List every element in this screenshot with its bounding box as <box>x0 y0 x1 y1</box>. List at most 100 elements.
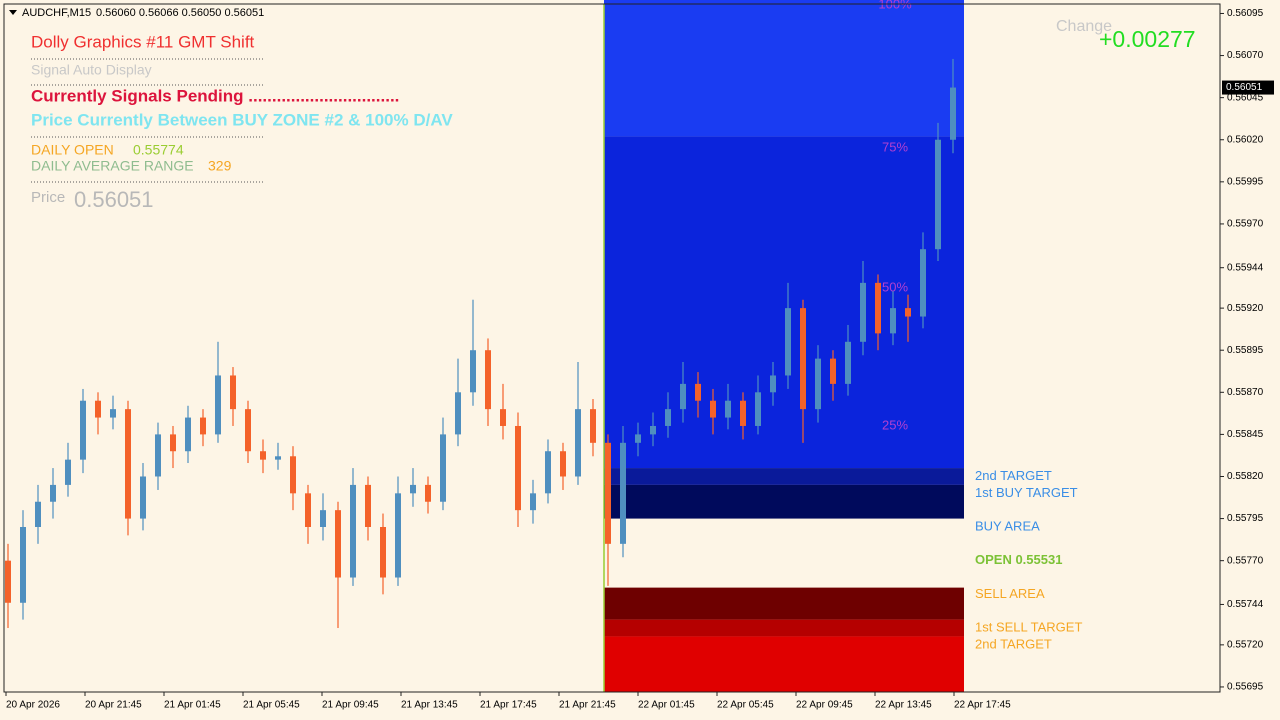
x-tick-label: 20 Apr 21:45 <box>85 700 142 711</box>
candle-body <box>65 459 71 485</box>
price-value: 0.56051 <box>74 187 154 212</box>
candle-body <box>950 87 956 140</box>
zone <box>604 587 964 620</box>
candle-body <box>455 392 461 435</box>
candle-body <box>185 417 191 452</box>
candle-body <box>335 510 341 578</box>
x-tick-label: 21 Apr 01:45 <box>164 700 221 711</box>
symbol: AUDCHF,M15 <box>22 7 91 19</box>
candle-body <box>500 409 506 426</box>
candle-body <box>95 400 101 418</box>
candle-body <box>755 392 761 426</box>
candle-body <box>785 308 791 376</box>
change-label: Change <box>1056 18 1112 35</box>
candle-body <box>110 409 116 418</box>
x-tick-label: 21 Apr 17:45 <box>480 700 537 711</box>
zone-label: SELL AREA <box>975 586 1045 601</box>
y-tick-label: 0.56020 <box>1227 134 1264 145</box>
zone-label: 2nd TARGET <box>975 468 1052 483</box>
dar-label: DAILY AVERAGE RANGE <box>31 158 194 174</box>
zone <box>604 136 964 469</box>
y-tick-label: 0.55744 <box>1227 599 1264 610</box>
candle-body <box>800 308 806 410</box>
candle-body <box>620 442 626 544</box>
chart-frame <box>3 3 1221 693</box>
candle-body <box>770 375 776 393</box>
panel-subtitle: Signal Auto Display <box>31 62 152 78</box>
plot-layer: 100% 75% 50% 25% <box>5 0 964 692</box>
candle-body <box>50 484 56 502</box>
y-tick-label: 0.55995 <box>1227 176 1264 187</box>
candle-body <box>155 434 161 477</box>
candle-body <box>245 409 251 452</box>
candle-body <box>395 493 401 578</box>
candle-body <box>635 434 641 443</box>
candle-body <box>920 249 926 317</box>
candle-body <box>485 350 491 410</box>
x-tick-label: 22 Apr 09:45 <box>796 700 853 711</box>
x-tick-label: 21 Apr 05:45 <box>243 700 300 711</box>
candle-body <box>470 350 476 393</box>
candle-body <box>80 400 86 460</box>
y-tick-label: 0.55720 <box>1227 639 1264 650</box>
candle-body <box>650 425 656 435</box>
candle-body <box>290 456 296 494</box>
percent-label: 50% <box>882 279 908 294</box>
candle-body <box>20 526 26 603</box>
y-tick-label: 0.55770 <box>1227 555 1264 566</box>
candle-body <box>680 383 686 410</box>
candle-body <box>560 451 566 477</box>
daily-open-value: 0.55774 <box>133 142 184 158</box>
candle-body <box>5 560 11 603</box>
y-tick-label: 0.55795 <box>1227 513 1264 524</box>
position-status: Price Currently Between BUY ZONE #2 & 10… <box>31 110 453 129</box>
dar-value: 329 <box>208 158 232 174</box>
candle-body <box>305 493 311 527</box>
candle-body <box>350 484 356 578</box>
candle-body <box>380 526 386 578</box>
candle-body <box>200 417 206 435</box>
candle-body <box>170 434 176 452</box>
candle-body <box>725 400 731 418</box>
candle-body <box>230 375 236 410</box>
quote: 0.56060 0.56066 0.56050 0.56051 <box>96 7 264 19</box>
y-tick-label: 0.55895 <box>1227 345 1264 356</box>
percent-label: 25% <box>882 417 908 432</box>
candle-body <box>575 409 581 477</box>
candle-body <box>695 383 701 401</box>
y-tick-label: 0.56045 <box>1227 92 1264 103</box>
x-tick-label: 22 Apr 01:45 <box>638 700 695 711</box>
symbol-arrow <box>9 10 17 15</box>
zone <box>604 619 964 637</box>
candle-body <box>905 308 911 317</box>
candle-body <box>710 400 716 418</box>
price-label: Price <box>31 189 65 206</box>
candle-body <box>515 425 521 511</box>
x-tick-label: 22 Apr 13:45 <box>875 700 932 711</box>
candle-body <box>125 409 131 519</box>
zone-label: 1st BUY TARGET <box>975 485 1078 500</box>
candle-body <box>605 442 611 544</box>
y-tick-label: 0.55845 <box>1227 429 1264 440</box>
x-tick-label: 21 Apr 21:45 <box>559 700 616 711</box>
zone-label: OPEN 0.55531 <box>975 552 1062 567</box>
candle-body <box>215 375 221 435</box>
candle-body <box>935 139 941 250</box>
x-tick-label: 21 Apr 09:45 <box>322 700 379 711</box>
x-tick-label: 20 Apr 2026 <box>6 700 60 711</box>
zone <box>604 0 964 137</box>
candle-body <box>260 451 266 460</box>
y-tick-label: 0.56095 <box>1227 8 1264 19</box>
zone-label: 1st SELL TARGET <box>975 619 1082 634</box>
x-tick-label: 22 Apr 17:45 <box>954 700 1011 711</box>
candle-body <box>140 476 146 519</box>
zone-label: BUY AREA <box>975 518 1040 533</box>
signal-status: Currently Signals Pending ..............… <box>31 86 399 105</box>
candle-body <box>845 341 851 384</box>
y-tick-label: 0.55920 <box>1227 303 1264 314</box>
candle-body <box>875 282 881 334</box>
candle-body <box>665 409 671 426</box>
y-tick-label: 0.55944 <box>1227 262 1264 273</box>
